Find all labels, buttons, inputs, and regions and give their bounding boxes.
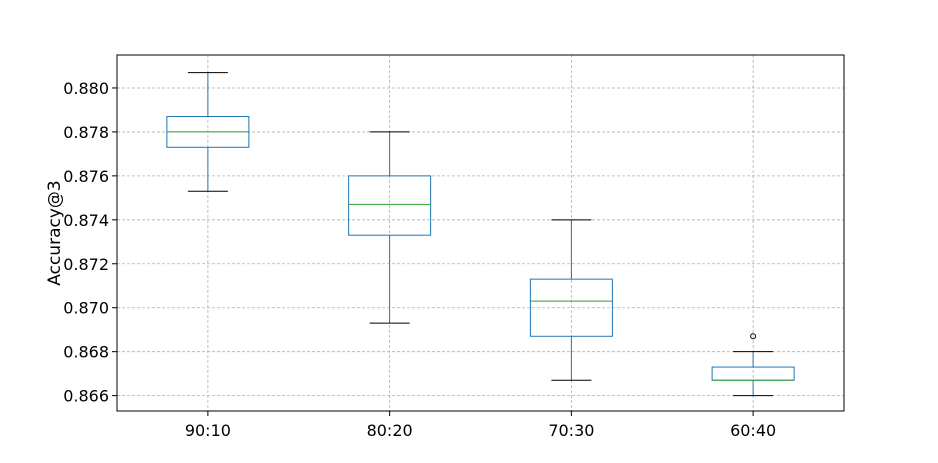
y-tick-label: 0.870 [63, 299, 109, 318]
y-tick-label: 0.866 [63, 387, 109, 406]
y-tick-label: 0.874 [63, 211, 109, 230]
x-tick-label: 80:20 [367, 421, 413, 440]
y-tick-label: 0.876 [63, 167, 109, 186]
x-tick-label: 60:40 [730, 421, 776, 440]
box-group [348, 131, 432, 324]
plot-frame [116, 54, 845, 412]
x-tick-label: 70:30 [548, 421, 594, 440]
x-tick-label: 90:10 [185, 421, 231, 440]
box-group [166, 72, 250, 192]
y-tick-label: 0.872 [63, 255, 109, 274]
iqr-box [348, 175, 432, 236]
y-axis: 0.866 0.868 0.870 0.872 0.874 0.876 0.878 0.880 [63, 79, 117, 406]
y-tick-label: 0.878 [63, 123, 109, 142]
y-tick-label: 0.880 [63, 79, 109, 98]
iqr-box [529, 278, 613, 337]
box-series [166, 72, 795, 397]
x-axis: 90:10 80:20 70:30 60:40 [185, 411, 776, 440]
outlier-point [750, 333, 757, 340]
iqr-box [711, 366, 795, 381]
box-group [711, 333, 795, 397]
y-axis-label: Accuracy@3 [45, 180, 65, 285]
box-group [529, 219, 613, 381]
y-tick-label: 0.868 [63, 343, 109, 362]
grid-lines [117, 55, 844, 411]
